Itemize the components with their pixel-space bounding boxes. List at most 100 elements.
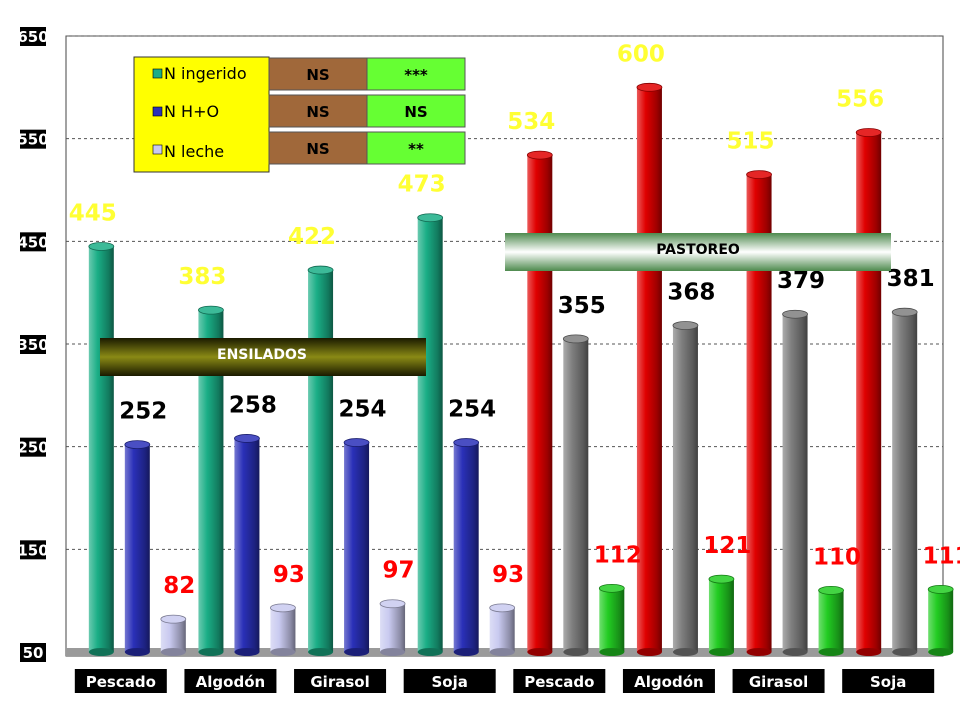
bar [928,589,954,652]
bar-top [307,265,334,275]
data-label: 534 [507,109,555,135]
data-label: 556 [836,87,884,113]
data-label: 254 [339,397,387,423]
bar-top [598,583,625,593]
bar-base [453,648,479,656]
data-label: 258 [229,392,277,418]
bar-top [746,170,772,180]
sig-star-cell-0 [366,57,466,91]
sig-ns-cell-1 [268,94,368,128]
bar-top [927,584,954,594]
y-tick-box [20,27,46,46]
category-box [732,669,825,693]
significance-table: NS *** NS NS NS ** [268,57,466,165]
data-labels: 445 252 82 383 258 93 422 254 97 473 254 93 534 355 11… [69,41,960,599]
bar-base [782,648,808,656]
data-label: 379 [777,268,825,294]
bar-top [526,150,553,160]
data-label: 121 [703,533,751,559]
sig-ns-0: NS [306,66,329,84]
data-label: 252 [119,399,167,425]
bar [892,312,918,652]
data-label: 93 [273,562,305,588]
data-label: 110 [813,544,861,570]
category-box [184,669,277,693]
bar-top [417,213,444,223]
bar-top [782,309,808,319]
bar [708,579,734,652]
y-tick-label: 450 [17,233,48,251]
bar-top [562,334,589,344]
bar-base [234,648,260,656]
sig-star-cell-1 [366,94,466,128]
bar-top [855,128,882,137]
y-tick-box [20,540,46,560]
y-tick-label: 550 [17,131,48,149]
bar-top [343,438,370,447]
banner-pastoreo: PASTOREO [505,233,891,271]
category-box [294,669,387,693]
bar-base [818,648,844,656]
data-label: 82 [163,573,195,599]
data-label: 368 [667,280,715,306]
category-box [403,669,496,693]
bar-base [198,648,224,656]
bar-top [379,599,406,609]
y-axis-ticks: 50 150 250 350 450 550 650 [17,27,49,662]
sig-ns-2: NS [306,140,329,158]
category-label: Algodón [196,673,266,691]
sig-star-cell-2 [366,131,466,165]
bar [672,325,698,652]
bar-base [270,648,296,656]
bar [417,217,443,652]
bar-base [124,648,150,656]
category-label: Pescado [86,673,156,691]
bar [453,442,479,652]
category-label: Pescado [524,673,594,691]
bar [856,132,882,653]
legend-swatch-n-leche [152,144,163,155]
sig-ns-1: NS [306,103,329,121]
category-label: Girasol [749,673,808,691]
bar [563,338,589,652]
bar-base [344,648,370,656]
data-label: 473 [398,172,446,198]
bar [88,246,114,652]
y-tick-label: 150 [17,541,48,559]
data-label: 600 [617,41,665,67]
bar-base [417,648,443,656]
y-tick-box [20,232,46,252]
bar-top [270,603,296,613]
bar-base [672,648,698,656]
bar-base [88,648,114,656]
bar [599,588,625,652]
category-box [74,669,167,693]
banner-ensilados-label: ENSILADOS [217,347,307,363]
bar-top [672,321,699,330]
bar [124,444,150,652]
bar [636,87,662,653]
bar-top [818,586,844,595]
bar-base [708,648,734,656]
bar-base [928,648,954,656]
bar-base [746,648,772,656]
banner-ensilados-band [100,338,426,376]
y-tick-box [20,643,46,662]
bar [782,314,808,652]
banner-pastoreo-band [505,233,891,271]
bar [234,438,260,652]
data-label: 515 [727,129,775,155]
bar-top [708,574,735,584]
category-label: Soja [432,673,468,691]
y-tick-label: 250 [17,439,48,457]
data-label: 93 [492,562,524,588]
legend: N ingerido N H+O N leche [133,56,270,173]
bar-top [891,307,918,317]
category-label: Algodón [634,673,704,691]
bar-top [489,603,516,613]
legend-swatch-n-ingerido [152,68,163,79]
legend-swatch-n-h-o [152,106,163,117]
category-box [513,669,606,693]
banner-ensilados: ENSILADOS [100,338,426,376]
bar [160,619,186,652]
